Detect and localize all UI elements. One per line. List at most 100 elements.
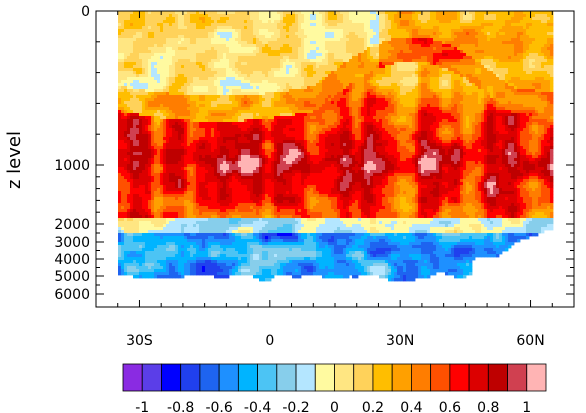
heatmap-cell [220,260,224,264]
heatmap-cell [238,146,242,150]
heatmap-cell [154,203,158,207]
heatmap-cell [136,20,140,24]
heatmap-cell [214,245,218,249]
heatmap-cell [145,98,149,102]
heatmap-cell [151,254,155,258]
heatmap-cell [124,155,128,159]
heatmap-cell [175,110,179,114]
heatmap-cell [238,209,242,213]
heatmap-cell [169,44,173,48]
heatmap-cell [148,227,152,231]
heatmap-cell [241,254,245,258]
heatmap-cell [274,158,278,162]
heatmap-cell [187,26,191,30]
heatmap-cell [139,152,143,156]
heatmap-cell [226,32,230,36]
heatmap-cell [238,206,242,210]
heatmap-cell [238,200,242,204]
heatmap-cell [136,80,140,84]
heatmap-cell [274,128,278,132]
heatmap-cell [205,29,209,33]
heatmap-cell [118,110,122,114]
heatmap-cell [229,92,233,96]
heatmap-cell [157,269,161,273]
heatmap-cell [184,263,188,267]
heatmap-cell [118,233,122,237]
heatmap-cell [160,113,164,117]
heatmap-cell [274,38,278,42]
heatmap-cell [205,266,209,270]
heatmap-cell [274,185,278,189]
heatmap-cell [211,203,215,207]
heatmap-cell [175,143,179,147]
heatmap-cell [253,74,257,78]
heatmap-cell [253,170,257,174]
heatmap-cell [163,170,167,174]
heatmap-cell [205,251,209,255]
heatmap-cell [148,59,152,63]
heatmap-cell [166,227,170,231]
heatmap-cell [199,62,203,66]
heatmap-cell [124,170,128,174]
heatmap-cell [121,191,125,195]
heatmap-cell [211,206,215,210]
heatmap-cell [157,260,161,264]
heatmap-cell [160,155,164,159]
heatmap-cell [133,194,137,198]
heatmap-cell [118,125,122,129]
heatmap-cell [193,227,197,231]
heatmap-cell [247,110,251,114]
heatmap-cell [145,185,149,189]
heatmap-cell [265,173,269,177]
heatmap-cell [244,185,248,189]
heatmap-cell [166,68,170,72]
heatmap-cell [244,98,248,102]
heatmap-cell [235,113,239,117]
heatmap-cell [247,212,251,216]
heatmap-cell [157,35,161,39]
heatmap-cell [184,71,188,75]
heatmap-cell [121,170,125,174]
heatmap-cell [238,110,242,114]
heatmap-cell [142,233,146,237]
heatmap-cell [154,188,158,192]
heatmap-cell [208,68,212,72]
heatmap-cell [277,167,281,171]
heatmap-cell [211,260,215,264]
heatmap-cell [247,29,251,33]
heatmap-cell [133,44,137,48]
heatmap-cell [142,260,146,264]
heatmap-cell [229,116,233,120]
heatmap-cell [256,62,260,66]
heatmap-cell [280,134,284,138]
heatmap-cell [166,176,170,180]
heatmap-cell [136,101,140,105]
heatmap-cell [193,35,197,39]
heatmap-cell [202,152,206,156]
heatmap-cell [250,218,254,222]
heatmap-cell [169,20,173,24]
heatmap-cell [259,86,263,90]
heatmap-cell [139,203,143,207]
heatmap-cell [139,56,143,60]
heatmap-cell [160,116,164,120]
heatmap-cell [280,164,284,168]
heatmap-cell [145,74,149,78]
heatmap-cell [175,188,179,192]
heatmap-cell [178,50,182,54]
heatmap-cell [226,128,230,132]
heatmap-cell [190,185,194,189]
heatmap-cell [211,164,215,168]
heatmap-cell [136,128,140,132]
heatmap-cell [148,23,152,27]
heatmap-cell [256,218,260,222]
heatmap-cell [235,53,239,57]
heatmap-cell [265,56,269,60]
heatmap-cell [157,32,161,36]
heatmap-cell [118,236,122,240]
heatmap-cell [256,35,260,39]
heatmap-cell [142,143,146,147]
heatmap-cell [253,221,257,225]
heatmap-cell [172,68,176,72]
heatmap-cell [187,206,191,210]
